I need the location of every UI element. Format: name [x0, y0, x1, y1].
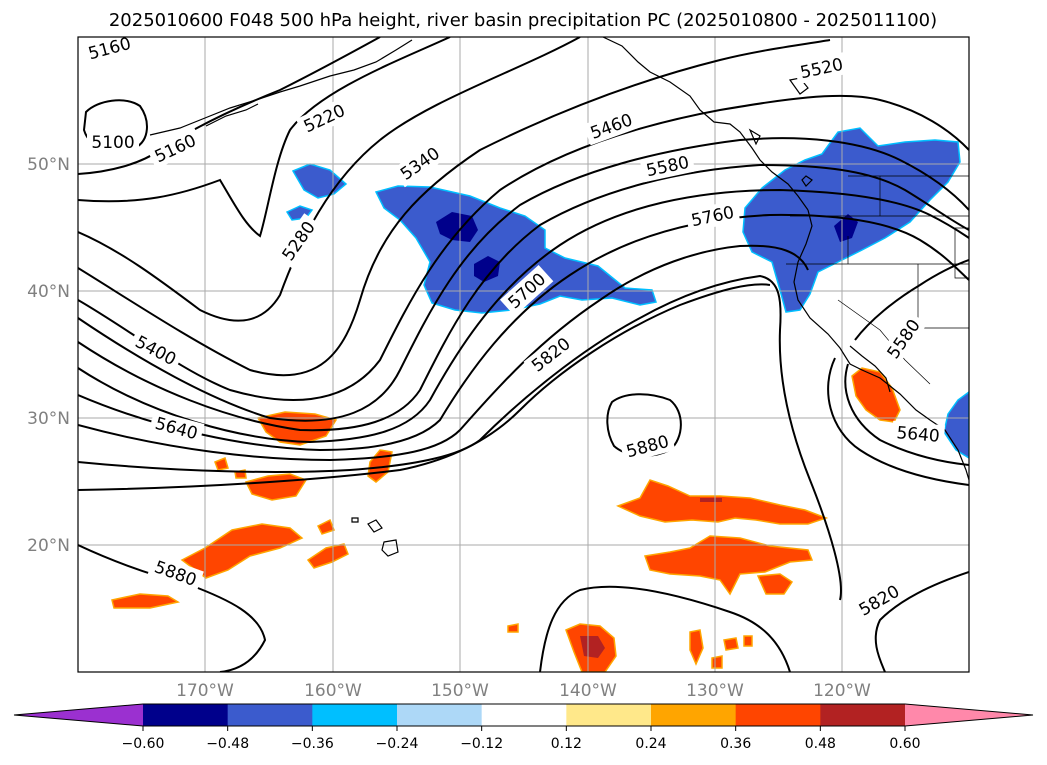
coastlines — [149, 37, 969, 481]
colorbar-tick-label: 0.24 — [635, 736, 666, 752]
hawaii-islands — [351, 517, 399, 557]
shade-neg-small-1 — [291, 163, 348, 199]
colorbar-tick-label: −0.24 — [376, 736, 419, 752]
shade-pos-2 — [244, 473, 308, 501]
contour-label: 5640 — [896, 423, 941, 447]
colorbar-tick-label: −0.12 — [460, 736, 503, 752]
colorbar-swatch — [651, 704, 737, 726]
shade-pos-strong-core-2 — [700, 498, 722, 502]
colorbar-swatch — [481, 704, 567, 726]
contour-label: 5760 — [690, 203, 736, 232]
latitude-labels: 20°N 30°N 40°N 50°N — [27, 155, 70, 556]
lat-label: 40°N — [27, 282, 70, 302]
contour-label: 5580 — [645, 153, 691, 182]
lon-label: 140°W — [559, 681, 617, 701]
colorbar-tick-label: −0.36 — [291, 736, 334, 752]
contour-label: 5880 — [624, 432, 671, 463]
colorbar-swatch — [820, 704, 906, 726]
shade-neg-core-2 — [474, 256, 500, 282]
lat-label: 20°N — [27, 536, 70, 556]
colorbar-tick-label: 0.48 — [805, 736, 836, 752]
shade-pos-9 — [316, 518, 335, 535]
colorbar-swatch — [143, 704, 229, 726]
map-area: 5160 5100 5160 5220 5280 5340 5400 5460 … — [78, 34, 969, 672]
colorbar-tick-label: 0.60 — [889, 736, 920, 752]
colorbar-swatch — [566, 704, 652, 726]
shade-pos-6 — [306, 543, 349, 569]
shade-pos-5 — [111, 593, 181, 609]
shade-neg-core-1 — [436, 212, 478, 242]
contour-label: 5160 — [86, 34, 133, 65]
lon-label: 150°W — [431, 681, 489, 701]
shade-pos-19 — [851, 367, 901, 423]
shade-pos-strong-core — [580, 636, 605, 658]
shade-pos-7 — [214, 456, 229, 471]
shade-pos-11 — [643, 535, 814, 596]
lat-label: 30°N — [27, 409, 70, 429]
contour-label: 5100 — [91, 133, 134, 153]
contour-labels: 5160 5100 5160 5220 5280 5340 5400 5460 … — [81, 34, 946, 623]
colorbar-swatch — [735, 704, 821, 726]
lon-label: 170°W — [176, 681, 234, 701]
lat-label: 50°N — [27, 155, 70, 175]
graticule — [78, 37, 969, 672]
colorbar-swatch — [312, 704, 398, 726]
shade-neg-core-3 — [834, 214, 858, 242]
lon-label: 130°W — [686, 681, 744, 701]
shade-pos-16 — [743, 635, 753, 647]
lon-label: 160°W — [304, 681, 362, 701]
shade-pos-12 — [756, 573, 794, 595]
shade-pos-4 — [180, 523, 304, 579]
colorbar-swatch — [397, 704, 483, 726]
figure-title: 2025010600 F048 500 hPa height, river ba… — [109, 10, 937, 31]
height-contours — [78, 37, 969, 672]
longitude-labels: 170°W 160°W 150°W 140°W 130°W 120°W — [176, 681, 871, 701]
shade-pos-15 — [723, 637, 739, 651]
shade-pos-14 — [689, 629, 704, 666]
colorbar-tick-label: 0.12 — [551, 736, 582, 752]
contour-label: 5520 — [799, 55, 845, 84]
colorbar-tick-label: −0.48 — [206, 736, 249, 752]
colorbar-swatch — [227, 704, 313, 726]
colorbar: −0.60 −0.48 −0.36 −0.24 −0.12 0.12 0.24 0.36 0.4… — [13, 703, 1034, 752]
colorbar-tick-label: 0.36 — [720, 736, 751, 752]
colorbar-tick-label: −0.60 — [122, 736, 165, 752]
colorbar-extend-high — [905, 704, 1033, 726]
colorbar-extend-low — [14, 704, 143, 726]
map-frame — [77, 36, 970, 673]
shade-pos-17 — [711, 655, 723, 669]
shade-pos-18 — [507, 623, 519, 633]
lon-label: 120°W — [813, 681, 871, 701]
